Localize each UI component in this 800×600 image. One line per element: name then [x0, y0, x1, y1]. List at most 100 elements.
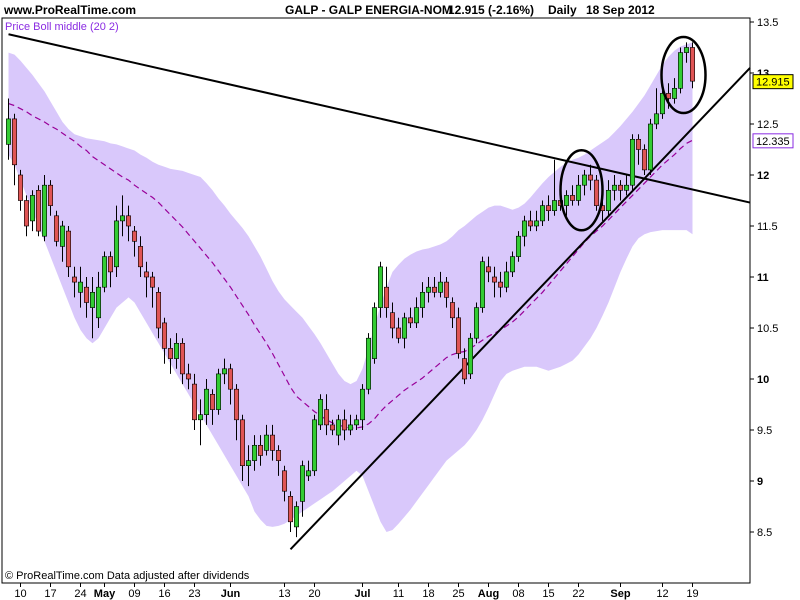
- candle: [311, 414, 317, 476]
- candle: [150, 271, 156, 308]
- candle-body: [503, 271, 509, 288]
- y-tick-label: 11.5: [757, 221, 778, 233]
- candle: [683, 42, 689, 63]
- candle-body: [605, 190, 611, 212]
- candle-body: [659, 93, 665, 115]
- candle: [497, 271, 503, 298]
- candle: [425, 277, 431, 303]
- candle-body: [138, 246, 144, 268]
- x-tick-label: 19: [686, 588, 698, 600]
- candle-body: [299, 465, 305, 502]
- candle: [72, 266, 78, 298]
- candle: [108, 251, 114, 288]
- candle-body: [252, 444, 258, 461]
- candle-body: [204, 388, 210, 416]
- y-tick-label: 13.5: [757, 17, 778, 29]
- y-tick-label: 12: [757, 170, 769, 182]
- candle-body: [569, 195, 575, 201]
- x-axis: 10 17 24 May 09 16 23 Jun 13 20 Jul 11 18 25 Aug 08 15 22…: [14, 583, 699, 600]
- x-tick-label: 22: [572, 588, 584, 600]
- candle-body: [533, 220, 539, 227]
- candle: [467, 333, 473, 379]
- y-tick-label: 8.5: [757, 527, 772, 539]
- candle-body: [473, 307, 479, 339]
- candle-body: [108, 256, 114, 273]
- candle-body: [150, 276, 156, 288]
- candle-body: [461, 358, 467, 380]
- candle: [29, 190, 35, 232]
- candle: [671, 78, 677, 104]
- candle-body: [509, 256, 515, 273]
- last-price-box: [752, 74, 794, 90]
- candle: [263, 424, 269, 456]
- candle: [299, 460, 305, 517]
- candle: [491, 266, 497, 298]
- candle: [156, 287, 162, 339]
- candle-body: [383, 286, 389, 308]
- candle-body: [641, 149, 647, 171]
- x-tick-label: Jul: [355, 588, 371, 600]
- candle-body: [653, 113, 659, 125]
- x-tick-label: Aug: [478, 588, 499, 600]
- candle: [677, 47, 683, 94]
- candle-body: [425, 286, 431, 293]
- candle: [281, 465, 287, 502]
- candle-body: [413, 307, 419, 324]
- candle-body: [275, 450, 281, 461]
- candle-body: [629, 139, 635, 186]
- candle-body: [198, 414, 204, 421]
- candle: [162, 317, 168, 364]
- candle: [503, 261, 509, 293]
- candle-body: [210, 393, 216, 410]
- candle: [323, 394, 329, 436]
- candle-body: [72, 276, 78, 283]
- site-link[interactable]: www.ProRealTime.com: [3, 3, 136, 17]
- candle: [12, 113, 18, 186]
- candle-body: [59, 225, 65, 247]
- candle: [539, 200, 545, 226]
- candle: [449, 297, 455, 328]
- candle-body: [293, 506, 299, 528]
- last-price-label: 12.915: [756, 77, 790, 89]
- candle-body: [521, 220, 527, 237]
- candle-body: [192, 383, 198, 421]
- candle: [653, 88, 659, 130]
- candle: [515, 231, 521, 262]
- candle-body: [449, 302, 455, 319]
- candle-body: [41, 184, 47, 237]
- candle: [138, 236, 144, 277]
- date-label: 18 Sep 2012: [586, 3, 655, 17]
- candle-body: [635, 139, 641, 150]
- candle-body: [683, 47, 689, 53]
- candle: [293, 501, 299, 538]
- candle: [66, 226, 72, 277]
- y-axis: 13.51312.51211.51110.5109.598.512.91512.…: [750, 17, 794, 539]
- candle: [473, 302, 479, 344]
- candle-body: [240, 419, 246, 466]
- candle-body: [329, 424, 335, 431]
- candle: [47, 180, 53, 216]
- candle: [635, 134, 641, 165]
- y-tick-label: 11: [757, 272, 769, 284]
- candle-body: [17, 174, 23, 201]
- candle: [210, 389, 216, 425]
- candle-body: [479, 261, 485, 308]
- candle: [521, 215, 527, 247]
- candle-body: [180, 342, 186, 375]
- candle: [234, 384, 240, 441]
- candle: [246, 445, 252, 487]
- candle: [257, 435, 263, 466]
- candle: [168, 338, 174, 374]
- candle-body: [120, 215, 126, 222]
- candle: [401, 312, 407, 349]
- candle-body: [186, 373, 192, 380]
- candle: [371, 302, 377, 364]
- candle-body: [162, 322, 168, 349]
- y-tick-label: 9: [757, 476, 763, 488]
- candle-body: [78, 281, 84, 293]
- candle-body: [491, 276, 497, 283]
- indicator-legend: Price Boll middle (20 2): [5, 21, 119, 33]
- x-tick-label: 18: [422, 588, 434, 600]
- x-tick-label: 11: [393, 588, 404, 600]
